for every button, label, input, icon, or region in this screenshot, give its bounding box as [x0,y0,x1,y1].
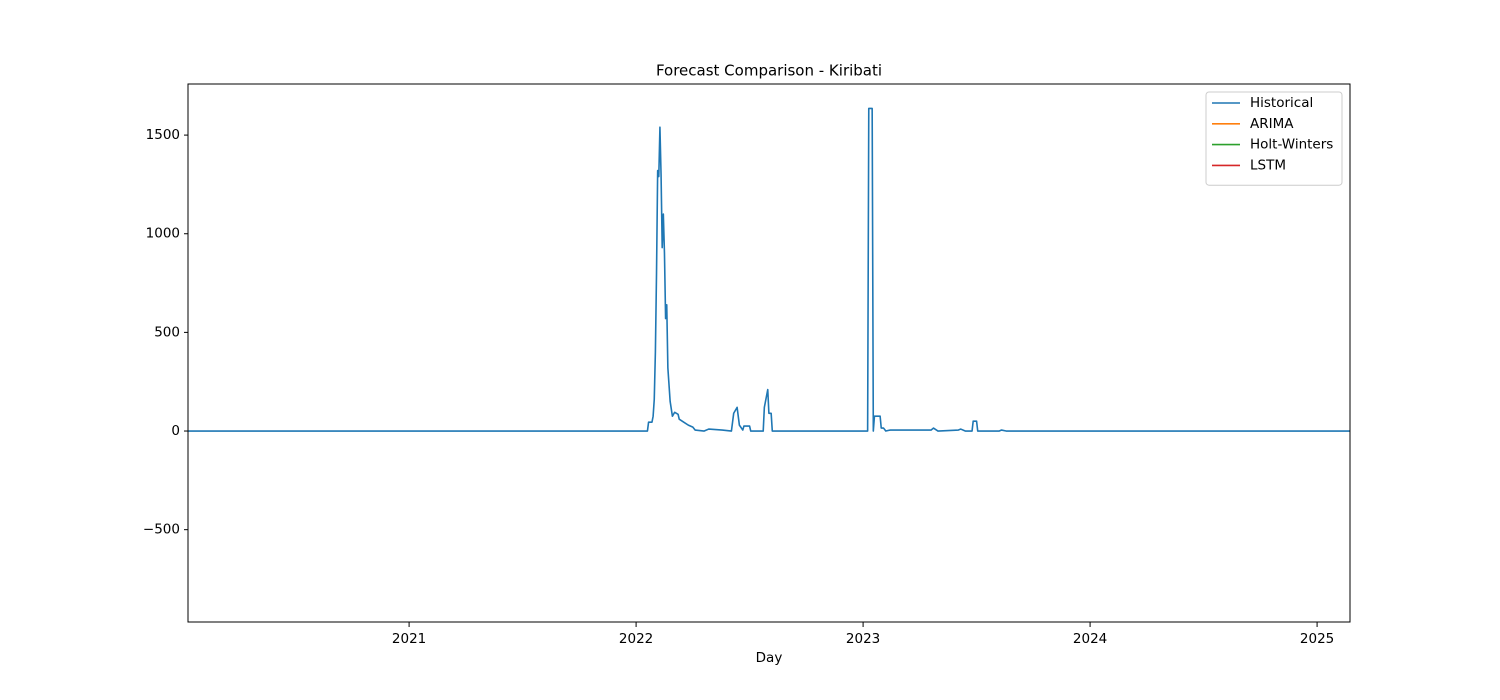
legend-box [1205,91,1343,186]
legend-label: ARIMA [1250,116,1294,132]
plot-frame [187,83,1351,623]
x-tick-label: 2022 [619,631,653,647]
chart-title: Forecast Comparison - Kiribati [656,62,882,80]
y-tick-label: 500 [154,324,180,340]
x-axis-label: Day [756,650,783,666]
x-tick-label: 2025 [1300,631,1334,647]
x-tick-label: 2024 [1073,631,1107,647]
legend-label: Holt-Winters [1250,137,1333,153]
series-line [188,107,1350,432]
legend-label: LSTM [1250,157,1286,173]
legend-label: Historical [1250,95,1313,111]
y-tick-label: 1500 [146,127,180,143]
y-tick-label: 0 [171,423,180,439]
y-tick-label: 1000 [146,226,180,242]
y-tick-label: −500 [143,522,180,538]
legend: Historical ARIMA Holt-Winters LSTM [1205,91,1343,186]
x-tick-label: 2021 [392,631,426,647]
x-tick-label: 2023 [846,631,880,647]
